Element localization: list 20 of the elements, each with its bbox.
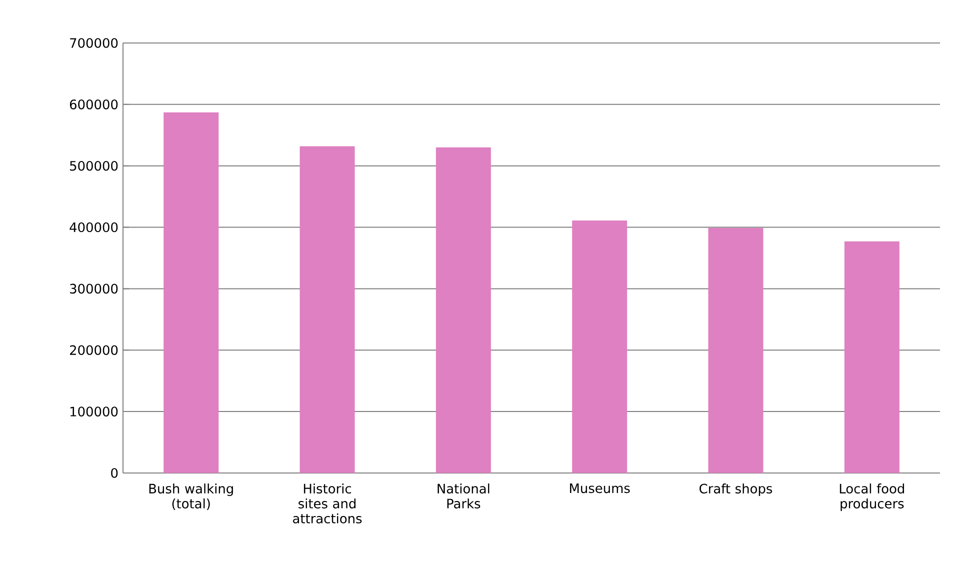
y-tick-label: 600000 [70,100,118,110]
x-tick-label: Historic sites and attractions [293,484,362,524]
y-tick-label: 700000 [70,38,118,48]
bar [436,147,491,473]
y-tick-label: 100000 [70,406,118,416]
x-tick-label: Craft shops [700,484,772,496]
y-tick-label: 300000 [70,284,118,294]
bar [572,220,628,473]
bar [164,112,219,473]
x-tick-label: Local food producers [840,484,904,511]
x-tick-label: National Parks [438,484,490,508]
bar [708,228,764,473]
bar [300,146,355,473]
x-tick-label: Bush walking (total) [149,484,233,510]
y-tick-label: 400000 [70,222,118,232]
y-tick-label: 0 [111,468,118,478]
y-tick-label: 200000 [70,345,118,356]
x-tick-label: Museums [570,484,630,494]
bar [844,241,900,473]
y-tick-label: 500000 [70,160,118,171]
